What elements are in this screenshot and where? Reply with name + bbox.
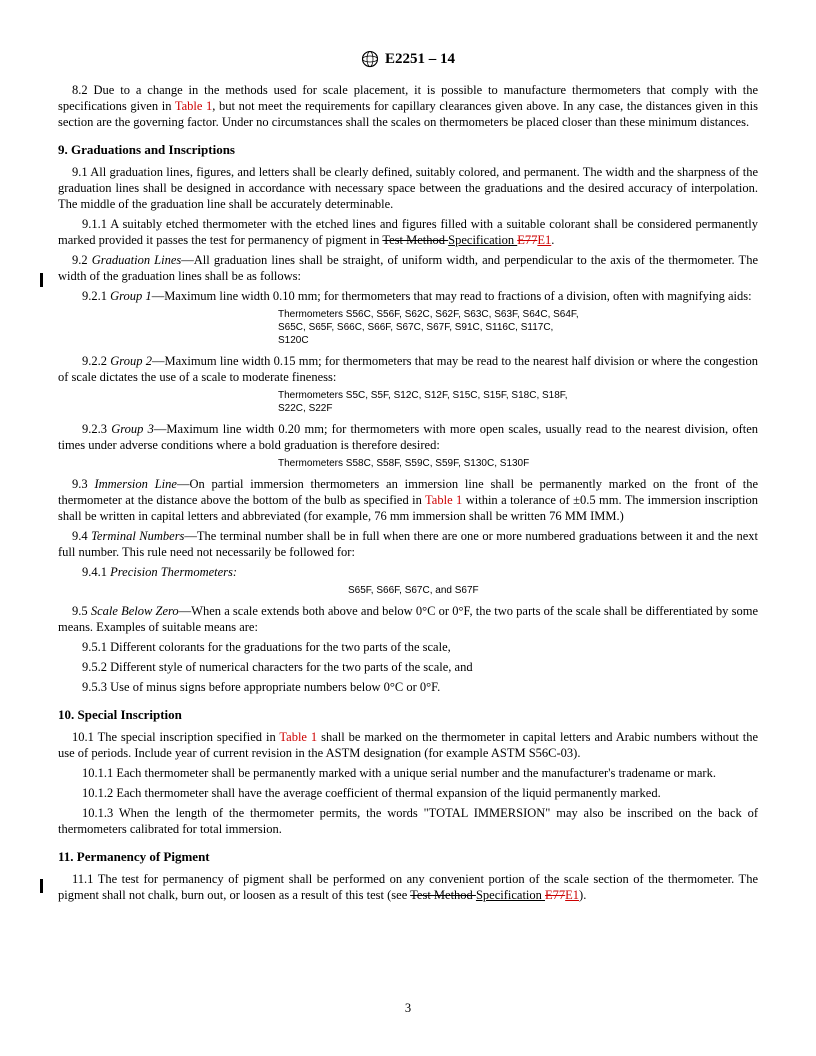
- e1-link-2[interactable]: E1: [565, 888, 579, 902]
- para-9-5-2: 9.5.2 Different style of numerical chara…: [58, 659, 758, 675]
- page-content: E2251 – 14 8.2 Due to a change in the me…: [0, 0, 816, 903]
- para-9-5-1: 9.5.1 Different colorants for the gradua…: [58, 639, 758, 655]
- group-3-thermometers: Thermometers S58C, S58F, S59C, S59F, S13…: [278, 457, 758, 470]
- section-10-title: 10. Special Inscription: [58, 707, 758, 723]
- para-10-1-3: 10.1.3 When the length of the thermomete…: [58, 805, 758, 837]
- astm-logo-icon: [361, 50, 379, 68]
- para-9-4-1: 9.4.1 Precision Thermometers:: [58, 564, 758, 580]
- change-bar-2: [40, 879, 43, 893]
- para-9-5: 9.5 Scale Below Zero—When a scale extend…: [58, 603, 758, 635]
- para-10-1-1: 10.1.1 Each thermometer shall be permane…: [58, 765, 758, 781]
- change-bar-1: [40, 273, 43, 287]
- para-9-5-3: 9.5.3 Use of minus signs before appropri…: [58, 679, 758, 695]
- page-number: 3: [0, 1001, 816, 1016]
- table-1-link[interactable]: Table 1: [175, 99, 212, 113]
- table-1-link-3[interactable]: Table 1: [279, 730, 317, 744]
- para-9-2-1: 9.2.1 Group 1—Maximum line width 0.10 mm…: [58, 288, 758, 304]
- para-9-1-1: 9.1.1 A suitably etched thermometer with…: [58, 216, 758, 248]
- para-9-2-3: 9.2.3 Group 3—Maximum line width 0.20 mm…: [58, 421, 758, 453]
- precision-thermometers: S65F, S66F, S67C, and S67F: [348, 584, 758, 597]
- group-1-thermometers: Thermometers S56C, S56F, S62C, S62F, S63…: [278, 308, 758, 347]
- table-1-link-2[interactable]: Table 1: [425, 493, 462, 507]
- group-2-thermometers: Thermometers S5C, S5F, S12C, S12F, S15C,…: [278, 389, 758, 415]
- doc-designation: E2251 – 14: [385, 51, 455, 68]
- e77-link-strike-2[interactable]: E77: [545, 888, 565, 902]
- e77-link-strike[interactable]: E77: [517, 233, 537, 247]
- doc-header: E2251 – 14: [58, 50, 758, 68]
- section-11-title: 11. Permanency of Pigment: [58, 849, 758, 865]
- para-11-1: 11.1 The test for permanency of pigment …: [58, 871, 758, 903]
- para-10-1-2: 10.1.2 Each thermometer shall have the a…: [58, 785, 758, 801]
- para-9-2: 9.2 Graduation Lines—All graduation line…: [58, 252, 758, 284]
- e1-link[interactable]: E1: [537, 233, 551, 247]
- para-9-4: 9.4 Terminal Numbers—The terminal number…: [58, 528, 758, 560]
- para-9-2-2: 9.2.2 Group 2—Maximum line width 0.15 mm…: [58, 353, 758, 385]
- section-9-title: 9. Graduations and Inscriptions: [58, 142, 758, 158]
- para-9-3: 9.3 Immersion Line—On partial immersion …: [58, 476, 758, 524]
- para-8-2: 8.2 Due to a change in the methods used …: [58, 82, 758, 130]
- para-9-1: 9.1 All graduation lines, figures, and l…: [58, 164, 758, 212]
- para-10-1: 10.1 The special inscription specified i…: [58, 729, 758, 761]
